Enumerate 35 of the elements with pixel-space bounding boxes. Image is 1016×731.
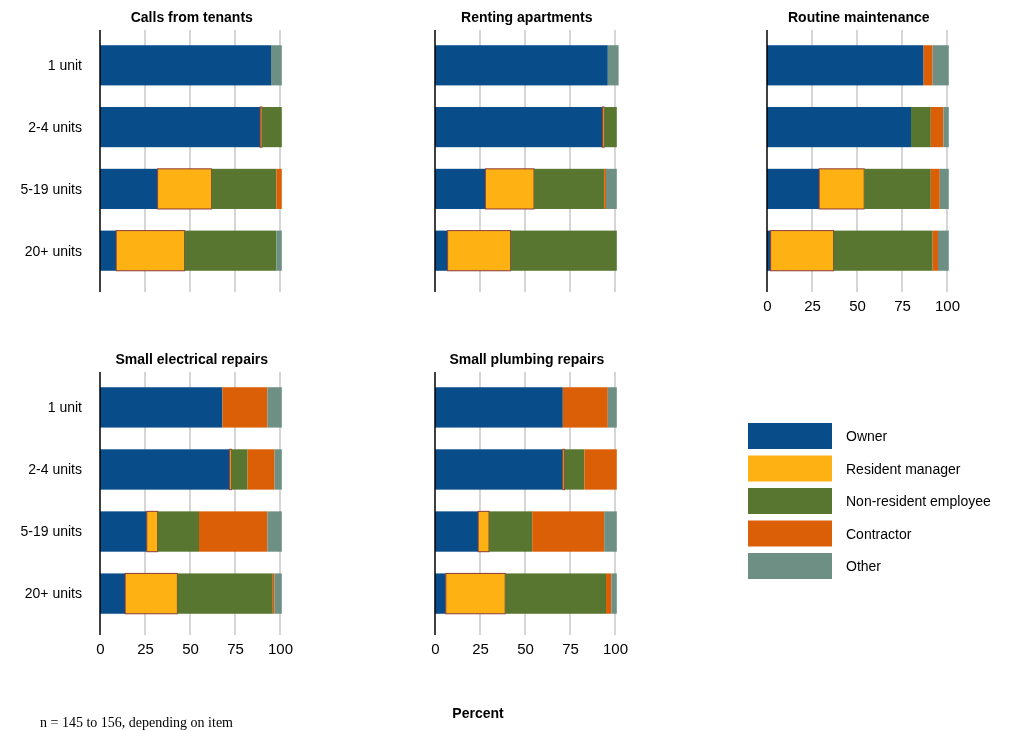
x-tick-label: 100 [934,296,961,314]
x-tick-label: 75 [562,639,579,657]
x-tick-label: 75 [227,639,244,657]
x-axis-title: Percent [452,705,505,721]
x-tick-label: 50 [849,296,866,314]
x-tick-label: 100 [602,639,629,657]
x-tick-label: 0 [763,296,772,314]
text: n = 145 to 156, depending on item [40,715,234,730]
chart-title: Routine maintenance [788,9,930,25]
y-tick-label: 5-19 units [20,523,82,540]
chart-title: Calls from tenants [130,9,254,25]
y-tick-label: 2-4 units [28,461,82,478]
y-tick-label: 2-4 units [28,119,82,136]
chart-title: Small plumbing repairs [449,351,605,367]
x-tick-label: 0 [431,639,440,657]
y-tick-label: 20+ units [24,242,82,259]
y-tick-label: 20+ units [24,585,82,602]
text: Resident manager [846,460,961,477]
x-tick-label: 50 [517,639,534,657]
text: Owner [846,428,888,444]
x-tick-label: 25 [137,639,154,657]
y-tick-label: 1 unit [47,57,83,74]
text: Other [846,558,882,574]
text: Non-resident employee [846,493,991,509]
x-tick-label: 75 [894,296,911,314]
chart-title: Small electrical repairs [115,351,269,367]
x-tick-label: 0 [96,639,105,657]
x-tick-label: 50 [182,639,199,657]
text: Contractor [846,525,912,542]
x-tick-label: 25 [804,296,821,314]
y-tick-label: 1 unit [47,399,83,416]
y-tick-label: 5-19 units [20,180,82,197]
x-tick-label: 100 [267,639,294,657]
chart-title: Renting apartments [461,9,593,25]
x-tick-label: 25 [472,639,489,657]
